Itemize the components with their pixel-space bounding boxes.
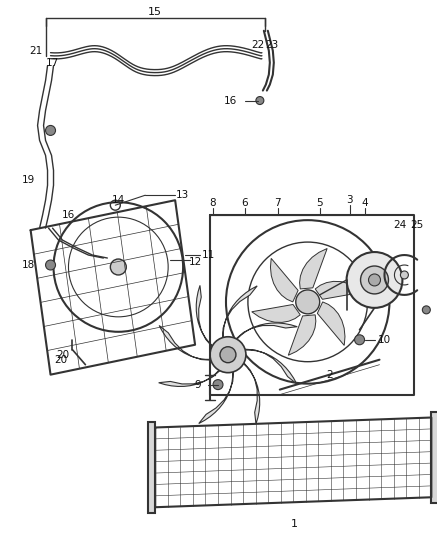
Text: 17: 17 bbox=[46, 58, 59, 68]
Circle shape bbox=[46, 260, 56, 270]
Text: 12: 12 bbox=[188, 257, 202, 267]
Polygon shape bbox=[244, 363, 260, 424]
Text: 5: 5 bbox=[316, 198, 323, 208]
Polygon shape bbox=[315, 281, 364, 300]
Circle shape bbox=[220, 347, 236, 362]
Circle shape bbox=[256, 96, 264, 104]
Text: 24: 24 bbox=[393, 220, 406, 230]
Text: 2: 2 bbox=[326, 370, 333, 379]
Circle shape bbox=[213, 379, 223, 390]
Text: 23: 23 bbox=[265, 39, 279, 50]
Circle shape bbox=[422, 306, 430, 314]
Text: 10: 10 bbox=[378, 335, 391, 345]
Text: 18: 18 bbox=[22, 260, 35, 270]
Text: 13: 13 bbox=[176, 190, 189, 200]
Circle shape bbox=[110, 259, 126, 275]
Circle shape bbox=[360, 266, 389, 294]
Polygon shape bbox=[159, 326, 211, 360]
Polygon shape bbox=[431, 411, 438, 503]
Text: 11: 11 bbox=[201, 250, 215, 260]
Polygon shape bbox=[236, 323, 297, 339]
Circle shape bbox=[368, 274, 381, 286]
Circle shape bbox=[346, 252, 403, 308]
Text: 22: 22 bbox=[251, 39, 265, 50]
Text: 20: 20 bbox=[56, 350, 69, 360]
Text: 9: 9 bbox=[195, 379, 201, 390]
Polygon shape bbox=[252, 304, 300, 322]
Polygon shape bbox=[288, 315, 316, 356]
Text: 6: 6 bbox=[242, 198, 248, 208]
Circle shape bbox=[355, 335, 364, 345]
Polygon shape bbox=[159, 370, 220, 386]
Polygon shape bbox=[317, 302, 345, 345]
Polygon shape bbox=[270, 259, 298, 302]
Polygon shape bbox=[148, 422, 155, 513]
Polygon shape bbox=[199, 372, 233, 424]
Text: 25: 25 bbox=[411, 220, 424, 230]
Polygon shape bbox=[196, 285, 212, 346]
Text: 8: 8 bbox=[210, 198, 216, 208]
Circle shape bbox=[296, 290, 320, 314]
Text: 16: 16 bbox=[223, 95, 237, 106]
Circle shape bbox=[210, 337, 246, 373]
Text: 7: 7 bbox=[275, 198, 281, 208]
Text: 20: 20 bbox=[54, 354, 67, 365]
Circle shape bbox=[46, 125, 56, 135]
Text: 1: 1 bbox=[291, 519, 298, 529]
Circle shape bbox=[400, 271, 408, 279]
Text: 15: 15 bbox=[148, 7, 162, 17]
Text: 21: 21 bbox=[29, 46, 42, 55]
Text: 19: 19 bbox=[22, 175, 35, 185]
Polygon shape bbox=[223, 286, 257, 337]
Text: 4: 4 bbox=[361, 198, 368, 208]
Text: 14: 14 bbox=[112, 195, 125, 205]
Polygon shape bbox=[300, 248, 327, 289]
Polygon shape bbox=[245, 349, 297, 384]
Text: 16: 16 bbox=[62, 210, 75, 220]
Text: 3: 3 bbox=[346, 195, 353, 205]
